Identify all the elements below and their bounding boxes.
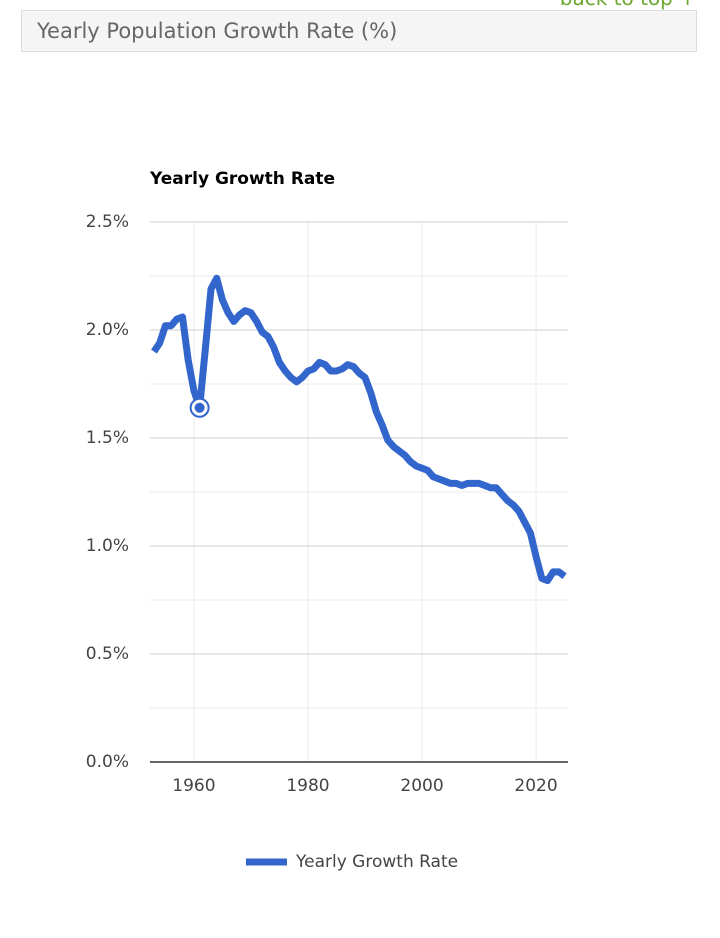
line [151,274,567,585]
y-tick-label: 0.5% [86,644,129,664]
x-tick-label: 2020 [514,776,557,796]
x-tick-label: 1960 [172,776,215,796]
back-to-top[interactable]: back to top ↑ [560,0,696,10]
legend-label: Yearly Growth Rate [295,852,458,872]
y-tick-label: 2.0% [86,320,129,340]
y-tick-label: 2.5% [86,212,129,232]
section-title: Yearly Population Growth Rate (%) [37,19,398,43]
selected-point [194,402,205,413]
y-tick-label: 0.0% [86,752,129,772]
section-header: Yearly Population Growth Rate (%) [21,10,697,52]
x-tick-label: 1980 [286,776,329,796]
y-tick-label: 1.0% [86,536,129,556]
x-tick-label: 2000 [400,776,443,796]
y-tick-label: 1.5% [86,428,129,448]
chart-title: Yearly Growth Rate [149,169,335,189]
